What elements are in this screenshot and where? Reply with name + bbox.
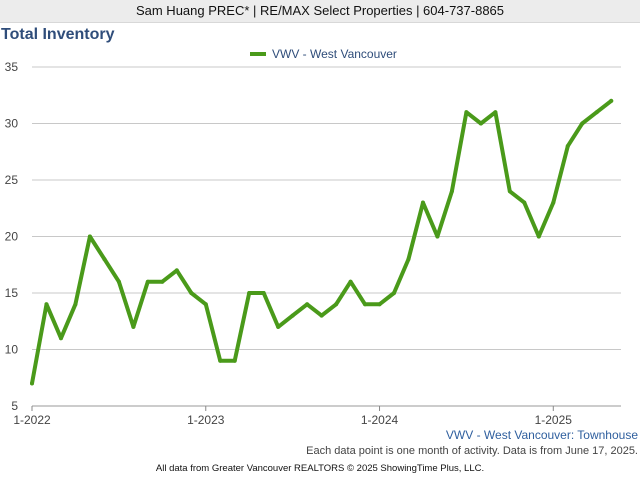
data-point[interactable] bbox=[536, 234, 541, 239]
data-point[interactable] bbox=[261, 291, 266, 295]
data-point[interactable] bbox=[363, 302, 368, 307]
inventory-chart: 5 10 15 20 25 30 35 1-2022 1-2023 1-2024 1-2025 VW… bbox=[5, 47, 621, 427]
data-point[interactable] bbox=[435, 234, 440, 239]
data-point[interactable] bbox=[522, 200, 527, 205]
legend: VWV - West Vancouver bbox=[250, 47, 397, 61]
y-tick-label: 35 bbox=[5, 60, 19, 74]
data-point[interactable] bbox=[247, 291, 252, 295]
axes: 5 10 15 20 25 30 35 1-2022 1-2023 1-2024 1-2025 bbox=[5, 60, 573, 427]
data-point[interactable] bbox=[420, 200, 425, 205]
data-point[interactable] bbox=[493, 110, 498, 115]
data-point[interactable] bbox=[478, 121, 483, 126]
y-tick-label: 15 bbox=[5, 286, 19, 300]
data-point[interactable] bbox=[174, 268, 179, 273]
data-point[interactable] bbox=[406, 257, 411, 262]
data-point[interactable] bbox=[377, 302, 382, 307]
data-point[interactable] bbox=[565, 144, 570, 149]
data-point[interactable] bbox=[131, 324, 136, 329]
data-point[interactable] bbox=[507, 189, 512, 194]
y-tick-label: 30 bbox=[5, 117, 19, 131]
data-point[interactable] bbox=[189, 291, 194, 295]
y-tick-label: 5 bbox=[11, 399, 18, 413]
x-tick-label: 1-2023 bbox=[187, 413, 225, 427]
x-tick-label: 1-2024 bbox=[361, 413, 399, 427]
data-point[interactable] bbox=[392, 291, 396, 295]
data-point[interactable] bbox=[203, 302, 208, 307]
y-tick-label: 10 bbox=[5, 343, 19, 357]
agent-banner: Sam Huang PREC* | RE/MAX Select Properti… bbox=[0, 0, 640, 23]
chart-title: Total Inventory bbox=[1, 26, 115, 43]
data-point[interactable] bbox=[594, 110, 599, 115]
series-layer bbox=[30, 98, 614, 386]
source-footer: All data from Greater Vancouver REALTORS… bbox=[155, 463, 485, 474]
data-point[interactable] bbox=[116, 279, 121, 284]
chart-subtitle: VWV - West Vancouver: Townhouse bbox=[445, 428, 638, 442]
data-point[interactable] bbox=[102, 257, 107, 262]
data-point[interactable] bbox=[58, 336, 63, 341]
data-point[interactable] bbox=[232, 358, 237, 363]
data-point[interactable] bbox=[290, 313, 295, 318]
data-point[interactable] bbox=[276, 324, 281, 329]
x-tick-label: 1-2022 bbox=[13, 413, 51, 427]
data-point[interactable] bbox=[580, 121, 585, 126]
data-point[interactable] bbox=[30, 381, 34, 386]
data-point[interactable] bbox=[449, 189, 454, 194]
data-point[interactable] bbox=[319, 313, 324, 318]
data-point[interactable] bbox=[464, 110, 469, 115]
y-tick-label: 20 bbox=[5, 230, 19, 244]
data-point[interactable] bbox=[145, 279, 150, 284]
gridlines bbox=[32, 66, 621, 407]
data-point[interactable] bbox=[73, 302, 78, 307]
data-point[interactable] bbox=[305, 302, 310, 307]
data-point[interactable] bbox=[218, 358, 223, 363]
data-point[interactable] bbox=[348, 279, 353, 284]
series-line bbox=[30, 98, 614, 386]
x-tick-label: 1-2025 bbox=[535, 413, 573, 427]
data-point[interactable] bbox=[160, 279, 165, 284]
data-point[interactable] bbox=[551, 200, 556, 205]
data-point[interactable] bbox=[334, 302, 339, 307]
data-point[interactable] bbox=[87, 234, 92, 239]
legend-label: VWV - West Vancouver bbox=[272, 47, 397, 61]
data-note: Each data point is one month of activity… bbox=[306, 445, 638, 457]
y-tick-label: 25 bbox=[5, 173, 19, 187]
data-point[interactable] bbox=[609, 98, 614, 103]
data-point[interactable] bbox=[44, 302, 49, 307]
